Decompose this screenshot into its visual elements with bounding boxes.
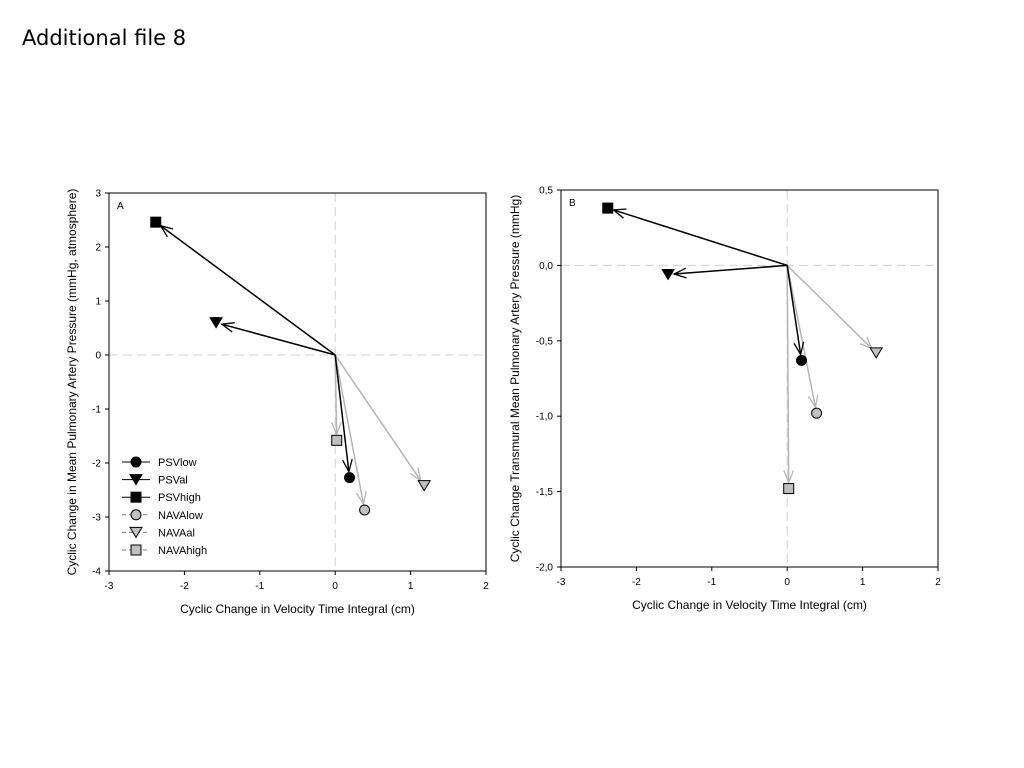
panel-a: -3 -2 -1 0 1 2 -4 -3 -2 -1 0 1 2 3 Cyclic Change in Ve… xyxy=(65,189,489,617)
vector-line-series-5 xyxy=(786,264,873,350)
vector-arrowhead-navahigh xyxy=(330,421,342,437)
data-point-psvlow xyxy=(344,472,356,484)
x-tick-label: -3 xyxy=(105,581,114,592)
legend-marker-triangle xyxy=(129,526,143,539)
x-tick-label: -1 xyxy=(255,581,264,592)
vector-arrowhead-psvlow xyxy=(342,458,353,474)
y-tick-label: -2 xyxy=(92,459,101,470)
vector-line-series-6 xyxy=(786,265,790,483)
y-tick-label: 0,0 xyxy=(539,261,553,272)
plot-frame xyxy=(108,192,487,572)
data-point-series-6 xyxy=(783,483,795,495)
vector-line-navahigh xyxy=(334,354,338,435)
legend-marker-circle xyxy=(130,509,142,521)
vector-arrowhead-series-4 xyxy=(807,394,819,410)
vector-line-psvlow xyxy=(334,354,350,472)
x-tick-label: -2 xyxy=(632,577,641,588)
data-point-psval xyxy=(209,317,223,329)
vector-arrowhead-psval xyxy=(220,322,235,333)
data-point-navalow xyxy=(359,504,371,516)
x-tick-label: -2 xyxy=(180,581,189,592)
panel-b: -3 -2 -1 0 1 2 -2,0 -1,5 -1,0 -0,5 0,0 0,5 Cyclic Ch… xyxy=(508,186,941,613)
legend-label: PSVhigh xyxy=(158,492,201,504)
x-axis-title: Cyclic Change in Velocity Time Integral … xyxy=(180,602,415,616)
plot-frame xyxy=(560,189,939,568)
vector-line-series-4 xyxy=(786,265,817,408)
panel-label: B xyxy=(569,198,576,209)
vector-line-psval xyxy=(221,323,336,356)
x-tick-label: 0 xyxy=(784,577,790,588)
legend-label: NAVAhigh xyxy=(158,545,207,557)
y-tick-label: 0,5 xyxy=(539,186,553,197)
legend: PSVlow PSVal PSVhigh NAVAlow NAVAal NAVAhigh xyxy=(122,456,207,557)
vector-line-psvhigh xyxy=(160,225,336,356)
y-axis-title: Cyclic Change in Mean Pulmonary Artery P… xyxy=(65,189,79,576)
y-tick-label: -1 xyxy=(92,405,101,416)
panel-label: A xyxy=(117,201,124,212)
legend-label: NAVAal xyxy=(158,527,195,539)
vector-arrowhead-series-3 xyxy=(611,208,627,219)
legend-marker-triangle xyxy=(129,474,143,486)
y-tick-label: 1 xyxy=(95,297,101,308)
x-tick-label: 2 xyxy=(483,581,489,592)
page-title: Additional file 8 xyxy=(22,26,187,50)
x-tick-label: -3 xyxy=(557,577,566,588)
y-tick-label: 0 xyxy=(95,351,101,362)
vector-line-navalow xyxy=(334,354,365,505)
y-tick-label: 3 xyxy=(95,189,101,200)
vector-line-navaal xyxy=(334,354,422,482)
vector-arrowhead-series-6 xyxy=(783,470,795,485)
legend-label: NAVAlow xyxy=(158,510,203,522)
y-tick-label: -3 xyxy=(92,513,101,524)
vector-line-series-1 xyxy=(786,265,802,355)
data-point-series-3 xyxy=(602,202,614,214)
vector-arrowhead-series-2 xyxy=(672,267,687,279)
legend-marker-square xyxy=(130,544,142,556)
y-tick-label: -1,5 xyxy=(536,487,554,498)
data-point-series-1 xyxy=(796,354,808,366)
legend-label: PSVlow xyxy=(158,457,197,469)
y-tick-label: -4 xyxy=(92,567,101,578)
legend-marker-circle xyxy=(130,456,142,468)
data-point-series-5 xyxy=(869,347,884,359)
vector-arrowhead-navalow xyxy=(355,491,367,506)
y-tick-label: -0,5 xyxy=(536,336,554,347)
x-tick-label: 1 xyxy=(408,581,414,592)
data-point-navahigh xyxy=(331,434,343,446)
vector-arrowhead-series-1 xyxy=(793,341,805,357)
legend-marker-square xyxy=(130,491,142,503)
x-tick-label: 2 xyxy=(935,577,941,588)
x-tick-label: 1 xyxy=(860,577,866,588)
x-tick-label: 0 xyxy=(332,581,338,592)
y-tick-label: -1,0 xyxy=(536,412,554,423)
x-tick-label: -1 xyxy=(707,577,716,588)
y-tick-label: -2,0 xyxy=(536,563,554,574)
y-axis-title: Cyclic Change Transmural Mean Pulmonary … xyxy=(508,195,522,562)
data-point-navaal xyxy=(417,480,432,492)
data-point-series-4 xyxy=(811,407,823,419)
data-point-series-2 xyxy=(661,268,675,281)
y-tick-label: 2 xyxy=(95,243,101,254)
x-axis-title: Cyclic Change in Velocity Time Integral … xyxy=(632,598,867,612)
legend-label: PSVal xyxy=(158,475,188,487)
vector-line-series-3 xyxy=(613,209,788,267)
data-point-psvhigh xyxy=(150,216,162,228)
vector-line-series-2 xyxy=(673,264,788,275)
